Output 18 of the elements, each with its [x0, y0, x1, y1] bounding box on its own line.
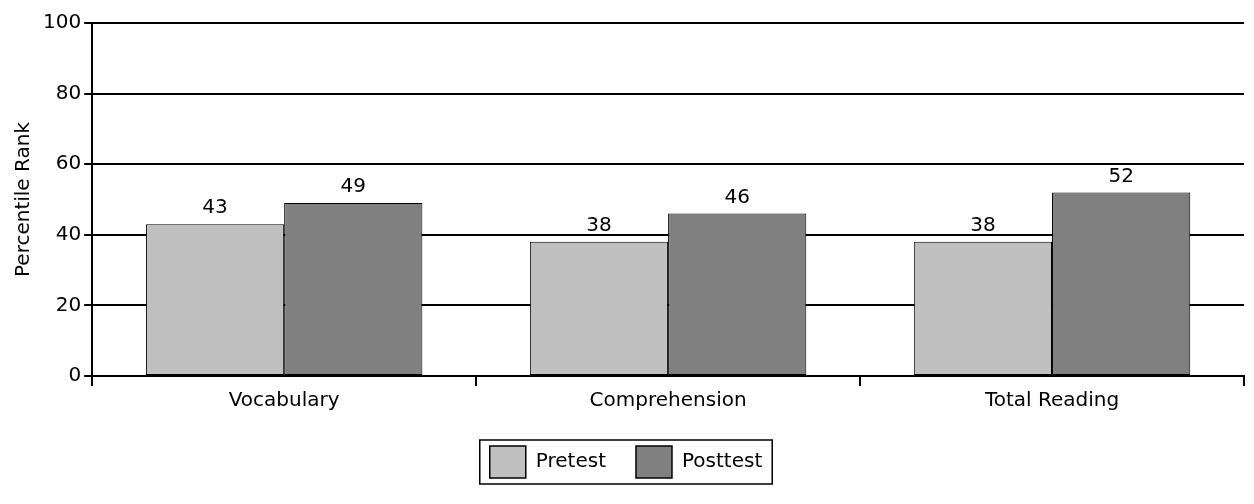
x-tick-label: Total Reading	[983, 387, 1120, 412]
legend-label: Pretest	[535, 448, 607, 473]
data-label: 38	[970, 212, 996, 237]
y-tick-label: 100	[42, 9, 82, 34]
data-label: 49	[340, 173, 366, 198]
y-tick-label: 20	[55, 291, 82, 316]
data-label: 43	[202, 194, 228, 219]
y-tick-label: 0	[68, 362, 82, 387]
y-tick-label: 60	[55, 150, 82, 175]
data-label: 38	[586, 212, 612, 237]
y-tick-label: 80	[55, 79, 82, 104]
legend-label: Posttest	[681, 448, 763, 473]
x-tick-label: Vocabulary	[228, 387, 340, 412]
x-tick-label: Comprehension	[589, 387, 747, 412]
data-label: 52	[1108, 162, 1134, 187]
y-axis-title: Percentile Rank	[10, 121, 35, 277]
y-tick-label: 40	[55, 221, 82, 245]
data-label: 46	[724, 183, 750, 208]
